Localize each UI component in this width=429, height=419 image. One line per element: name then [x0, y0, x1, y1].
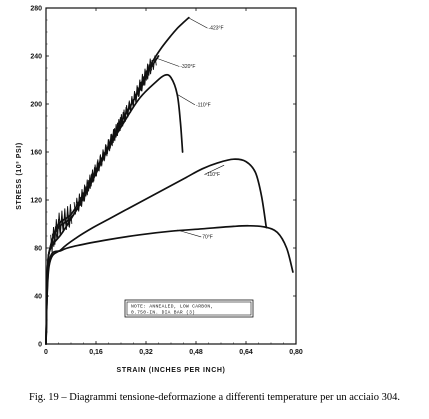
- y-tick-label: 0: [38, 342, 42, 349]
- series-line-1: [45, 55, 160, 345]
- x-tick-label: 0,64: [239, 349, 253, 356]
- series-layer: [45, 16, 294, 345]
- stress-strain-chart: 0 0,16 0,32 0,48 0,64 0,80 0 40 80 120 160 200 240 28…: [16, 6, 303, 375]
- note-line-1: NOTE: ANNEALED, LOW CARBON,: [131, 304, 214, 310]
- x-tick-label: 0: [44, 349, 48, 356]
- series-leader-line: [156, 58, 180, 67]
- series-leader-line: [188, 17, 208, 29]
- series-line-3: [45, 158, 268, 345]
- series-leader-line: [177, 94, 196, 106]
- labels-layer: 0 0,16 0,32 0,48 0,64 0,80 0 40 80 120 160 200 240 28…: [16, 6, 303, 375]
- x-tick-label: 0,32: [139, 349, 153, 356]
- y-tick-label: 160: [30, 150, 42, 157]
- series-line-0: [45, 16, 190, 345]
- serration-lower-high: [76, 55, 157, 212]
- x-tick-label: 0,80: [289, 349, 303, 356]
- note-box: NOTE: ANNEALED, LOW CARBON, 0.750-IN. DI…: [124, 299, 254, 318]
- y-tick-label: 80: [34, 246, 42, 253]
- note-outer-border: [124, 299, 254, 318]
- figure-caption: Fig. 19 – Diagrammi tensione-deformazion…: [29, 392, 400, 403]
- x-tick-label: 0,16: [89, 349, 103, 356]
- note-line-2: 0.750-IN. DIA BAR (3): [131, 310, 195, 316]
- y-tick-label: 200: [30, 102, 42, 109]
- y-tick-label: 240: [30, 54, 42, 61]
- note-inner-border: [126, 301, 252, 316]
- y-tick-label: 280: [30, 6, 42, 13]
- plot-frame: [45, 7, 297, 345]
- series-label: 70°F: [202, 234, 213, 240]
- series-label: -110°F: [205, 172, 220, 178]
- x-axis-label: STRAIN (INCHES PER INCH): [117, 367, 226, 374]
- series-label: -320°F: [180, 64, 195, 70]
- series-leader-line: [204, 164, 225, 175]
- serration-lower-low: [51, 209, 72, 247]
- x-tick-label: 0,48: [189, 349, 203, 356]
- y-tick-label: 120: [30, 198, 42, 205]
- series-leader-line: [177, 229, 202, 238]
- y-axis-label: STRESS (10³ PSI): [16, 142, 23, 210]
- axes: [45, 7, 297, 345]
- series-label: -110°F: [196, 102, 211, 108]
- y-tick-label: 40: [34, 294, 42, 301]
- series-line-4: [45, 224, 294, 345]
- series-label: -423°F: [209, 26, 224, 32]
